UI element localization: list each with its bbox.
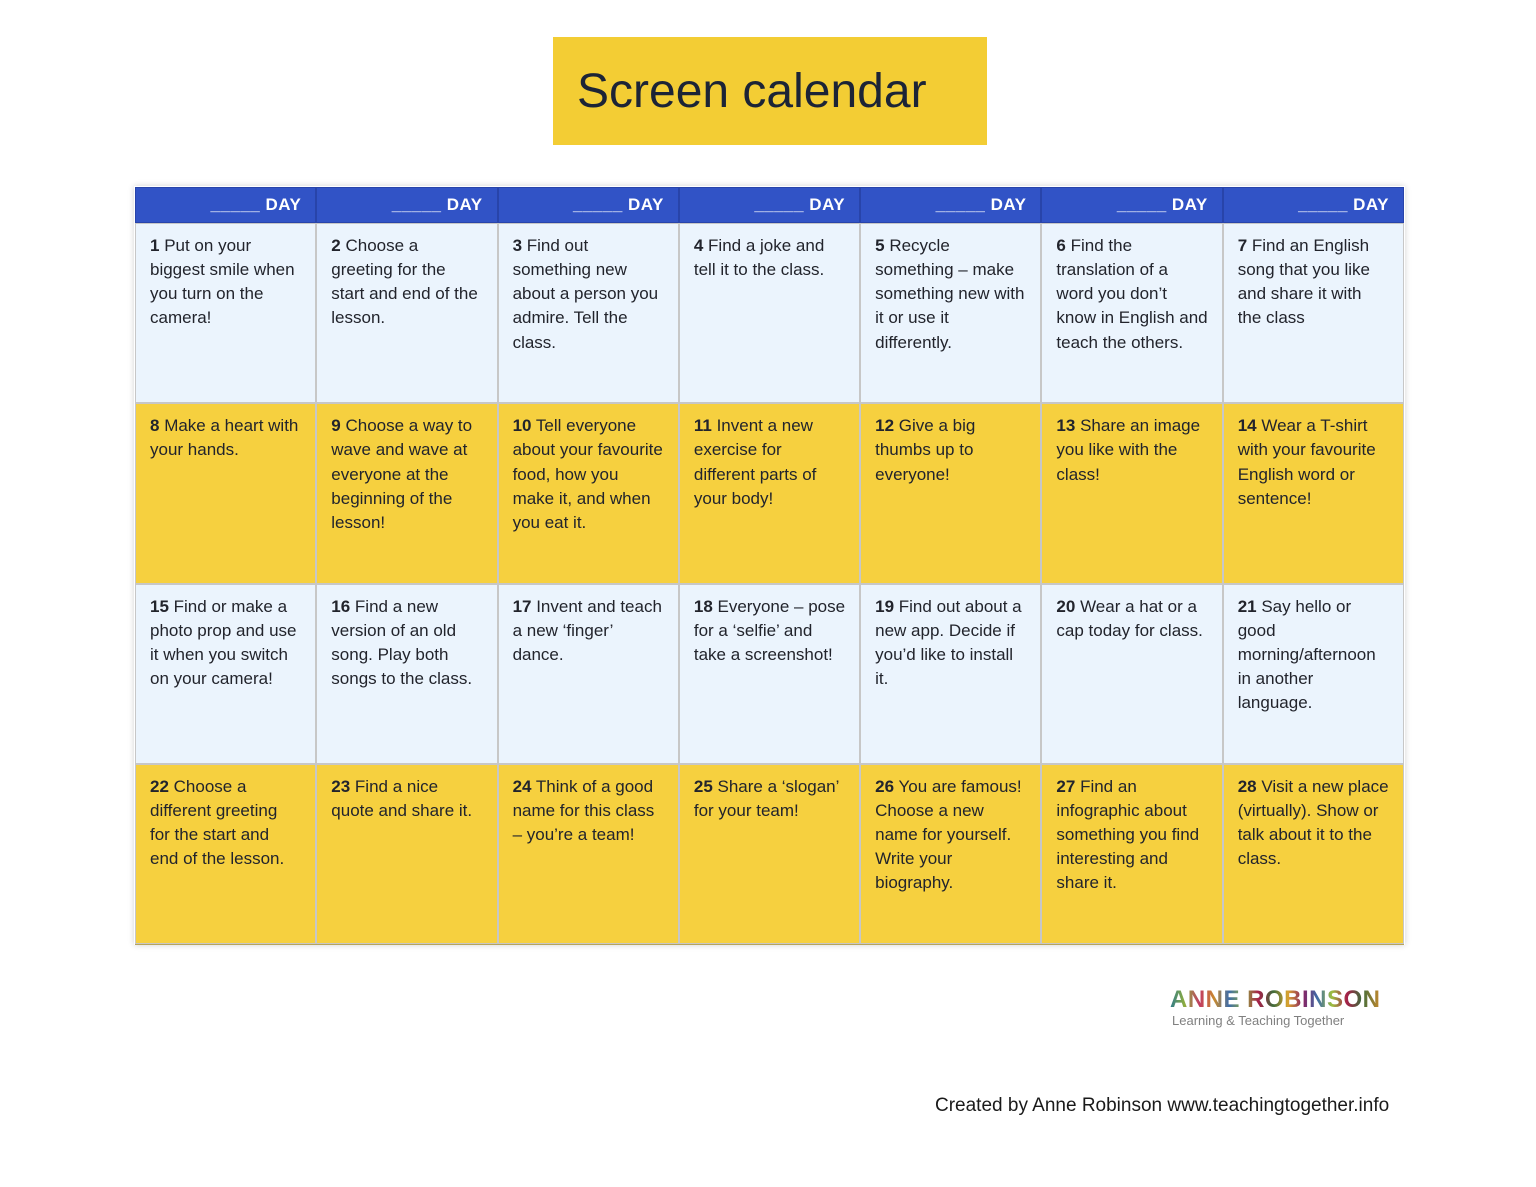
svg-text:Learning & Teaching Together: Learning & Teaching Together [1172, 1013, 1345, 1028]
svg-text:ANNE ROBINSON: ANNE ROBINSON [1170, 986, 1380, 1013]
